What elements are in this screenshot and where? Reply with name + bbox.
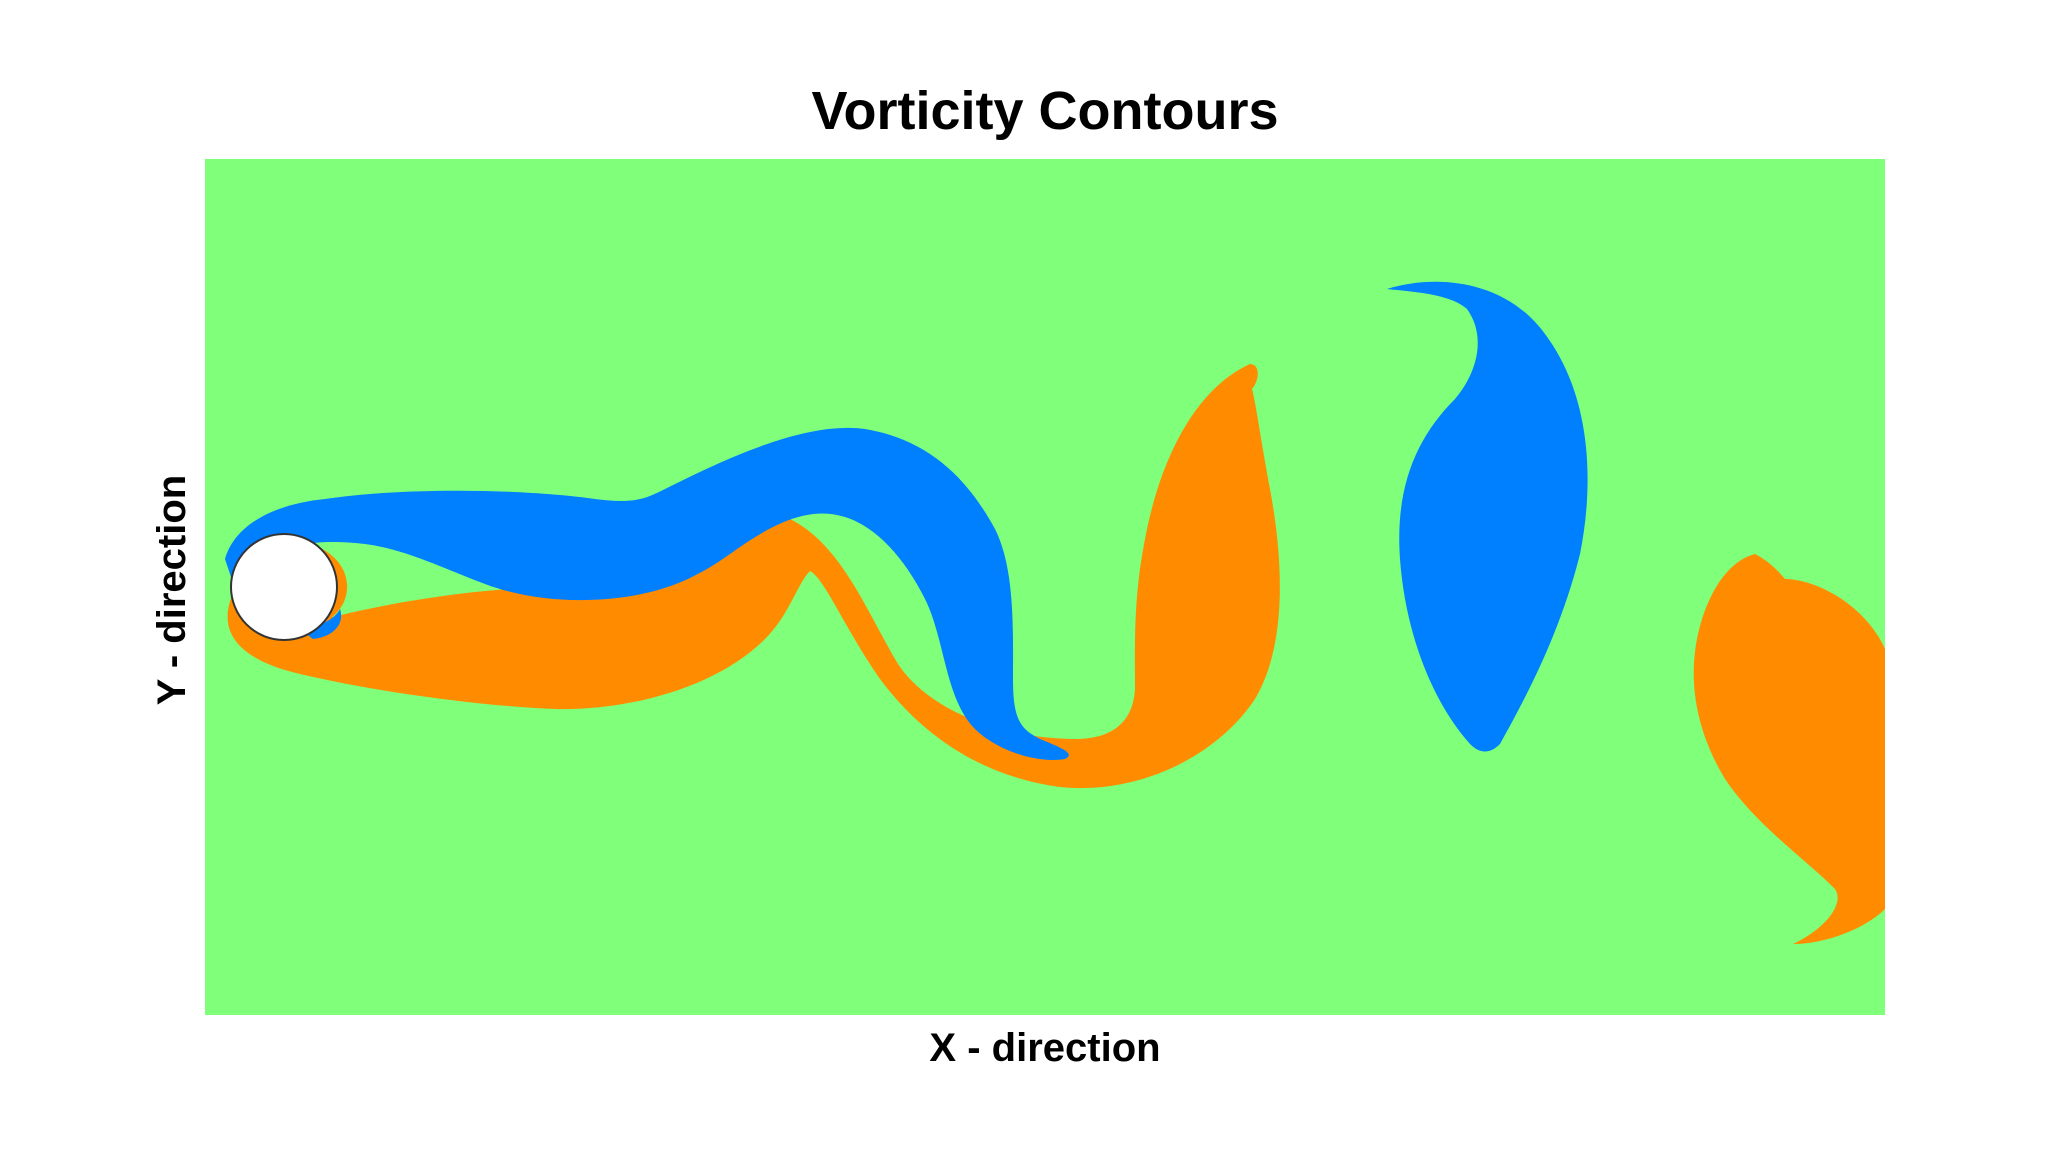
chart-title: Vorticity Contours <box>811 81 1279 141</box>
x-axis-label: X - direction <box>929 1026 1161 1070</box>
negative-vortex-2 <box>1693 554 1885 944</box>
cylinder <box>230 533 338 641</box>
contour-plot-svg <box>205 159 1885 1015</box>
lower-shear-layer <box>227 364 1280 789</box>
upper-shear-layer <box>225 427 1069 760</box>
contour-plot-area <box>205 159 1885 1015</box>
positive-vortex-1 <box>1387 281 1588 752</box>
background-field <box>205 159 1885 1015</box>
y-axis-label: Y - direction <box>150 474 194 706</box>
